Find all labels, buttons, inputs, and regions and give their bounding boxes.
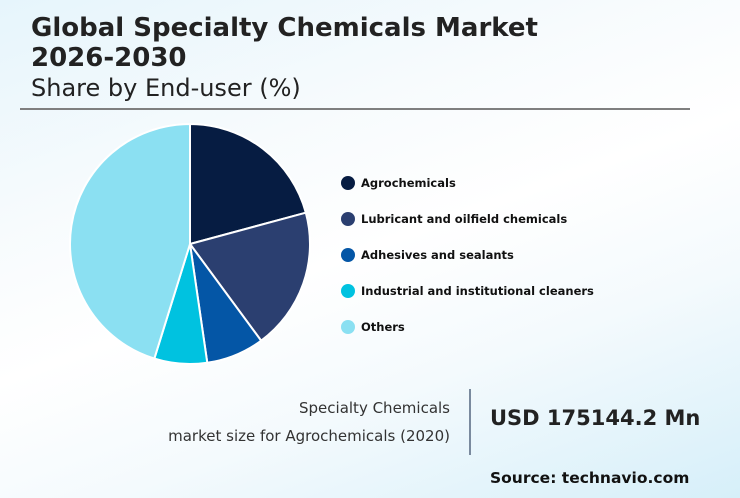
stat-divider — [469, 389, 471, 455]
pie-slice-agrochemicals — [189, 122, 308, 246]
legend-label: Lubricant and oilfield chemicals — [361, 212, 568, 226]
title-line-1: Global Specialty Chemicals Market — [31, 13, 538, 43]
legend-swatch-icon — [341, 248, 355, 262]
pie-slice-lubricant-and-oilfield-chemicals — [188, 211, 311, 343]
market-size-value: USD 175144.2 Mn — [490, 406, 701, 430]
chart-subtitle: Share by End-user (%) — [31, 74, 301, 102]
pie-slice-others — [68, 122, 191, 360]
header-divider — [20, 108, 690, 110]
legend-item: Adhesives and sealants — [341, 247, 594, 263]
legend-item: Agrochemicals — [341, 175, 594, 191]
legend-swatch-icon — [341, 284, 355, 298]
legend-swatch-icon — [341, 176, 355, 190]
stat-label-line-2: market size for Agrochemicals (2020) — [168, 427, 450, 445]
pie-chart — [68, 122, 311, 365]
legend-label: Adhesives and sealants — [361, 248, 514, 262]
legend-item: Others — [341, 319, 594, 335]
legend-item: Lubricant and oilfield chemicals — [341, 211, 594, 227]
chart-title: Global Specialty Chemicals Market 2026-2… — [31, 13, 538, 73]
title-line-2: 2026-2030 — [31, 43, 187, 73]
chart-legend: Agrochemicals Lubricant and oilfield chem… — [341, 175, 594, 355]
legend-swatch-icon — [341, 320, 355, 334]
legend-swatch-icon — [341, 212, 355, 226]
legend-label: Agrochemicals — [361, 176, 456, 190]
source-credit: Source: technavio.com — [490, 469, 690, 487]
legend-label: Industrial and institutional cleaners — [361, 284, 594, 298]
legend-label: Others — [361, 320, 405, 334]
stat-label-line-1: Specialty Chemicals — [299, 399, 450, 417]
legend-item: Industrial and institutional cleaners — [341, 283, 594, 299]
